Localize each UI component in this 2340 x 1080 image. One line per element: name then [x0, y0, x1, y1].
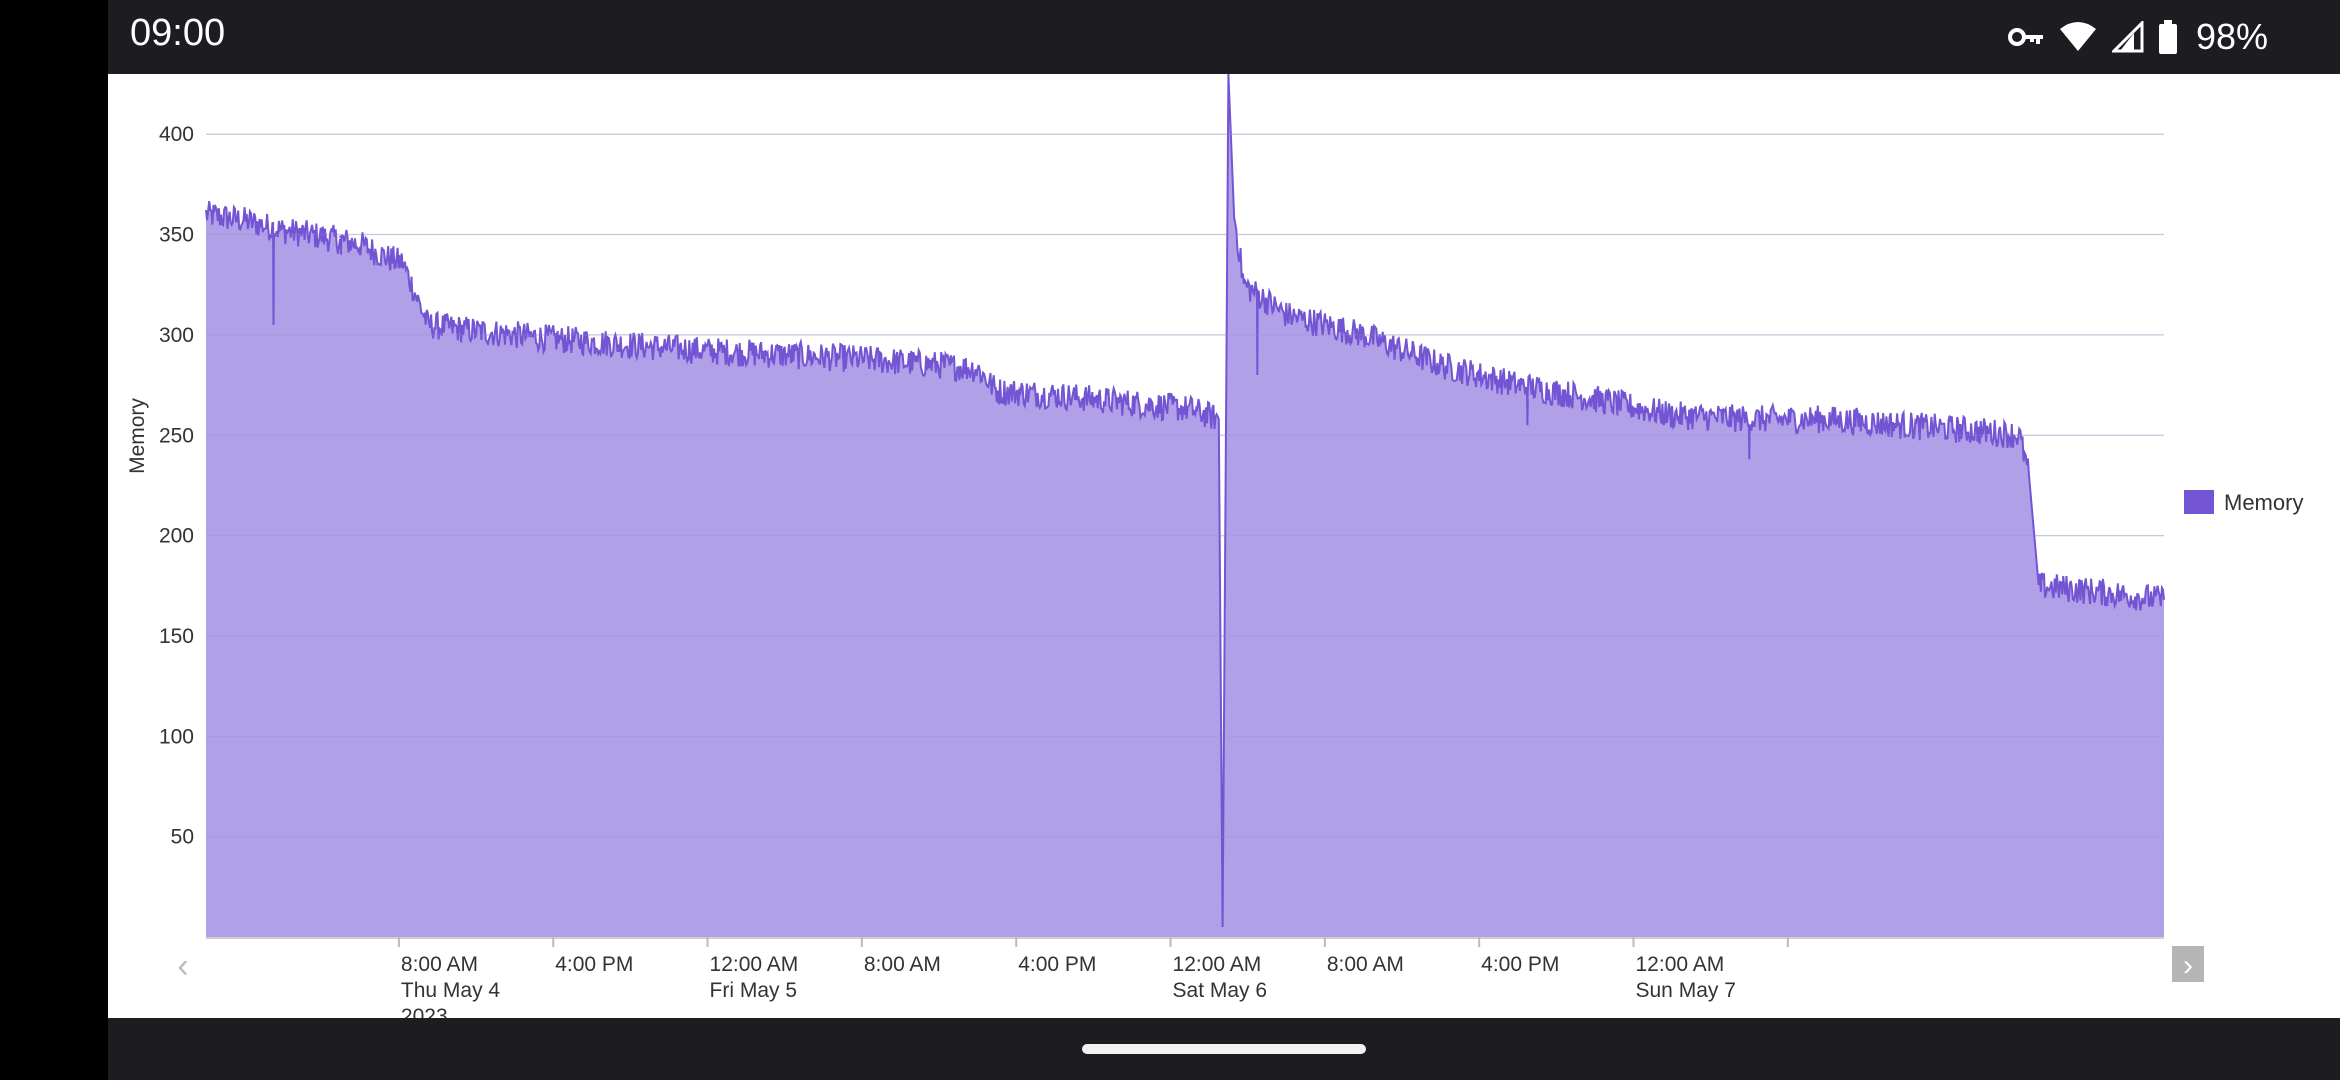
x-tick-label-date: Sat May 6 — [1173, 979, 1268, 1002]
x-tick-label-date: Fri May 5 — [710, 979, 798, 1002]
status-bar: 09:00 98% — [108, 0, 2340, 74]
scroll-left-button[interactable]: ‹ — [177, 947, 188, 985]
x-tick-label-time: 8:00 AM — [401, 953, 478, 976]
status-time: 09:00 — [130, 12, 226, 54]
x-tick-label-time: 12:00 AM — [1173, 953, 1262, 976]
legend-swatch-memory — [2184, 490, 2214, 514]
x-axis: 8:00 AM Thu May 4 2023 4:00 PM 12:00 AM Fri M… — [206, 937, 2164, 1018]
vpn-key-icon — [2007, 25, 2044, 49]
cellular-signal-icon — [2111, 21, 2144, 53]
battery-percent: 98% — [2195, 16, 2268, 57]
x-tick-label-time: 12:00 AM — [1636, 953, 1725, 976]
x-tick-label-time: 12:00 AM — [710, 953, 799, 976]
y-axis-label: Memory — [126, 398, 149, 474]
legend-label-memory: Memory — [2224, 490, 2303, 515]
line-memory — [205, 74, 2165, 928]
y-tick-label: 200 — [159, 525, 194, 548]
legend: Memory — [2184, 490, 2303, 515]
home-gesture-handle[interactable] — [1082, 1044, 1366, 1054]
y-tick-label: 250 — [159, 424, 194, 447]
scroll-right-button[interactable]: › — [2183, 949, 2193, 982]
y-tick-label: 300 — [159, 324, 194, 347]
x-tick-label-date: Sun May 7 — [1636, 979, 1736, 1002]
series-memory — [205, 74, 2165, 937]
navigation-bar — [108, 1018, 2340, 1080]
y-axis-ticks: 50 100 150 200 250 300 350 400 — [159, 123, 194, 848]
x-tick-label-time: 8:00 AM — [864, 953, 941, 976]
chart-area: 50 100 150 200 250 300 350 400 Memory 8:00 AM Th… — [108, 74, 2340, 1018]
area-fill-memory — [206, 74, 2164, 937]
scroll-right-button-bg[interactable] — [2172, 946, 2204, 982]
battery-icon — [2158, 20, 2178, 54]
chart-navigation: ‹ › — [177, 946, 2204, 985]
y-tick-label: 350 — [159, 224, 194, 247]
y-tick-label: 100 — [159, 725, 194, 748]
x-tick-label-time: 8:00 AM — [1327, 953, 1404, 976]
y-tick-label: 400 — [159, 123, 194, 146]
left-black-strip — [0, 0, 108, 1080]
x-tick-label-date: Thu May 4 — [401, 979, 501, 1002]
y-tick-label: 50 — [171, 826, 194, 849]
x-tick-label-time: 4:00 PM — [1481, 953, 1559, 976]
x-tick-label-time: 4:00 PM — [555, 953, 633, 976]
x-tick-label-year: 2023 — [401, 1005, 448, 1018]
memory-chart: 50 100 150 200 250 300 350 400 Memory 8:00 AM Th… — [126, 74, 2303, 1018]
y-tick-label: 150 — [159, 625, 194, 648]
status-icons: 98% — [2007, 14, 2268, 60]
x-tick-label-time: 4:00 PM — [1018, 953, 1096, 976]
wifi-icon — [2058, 21, 2098, 53]
grid-overlay — [206, 133, 2164, 838]
